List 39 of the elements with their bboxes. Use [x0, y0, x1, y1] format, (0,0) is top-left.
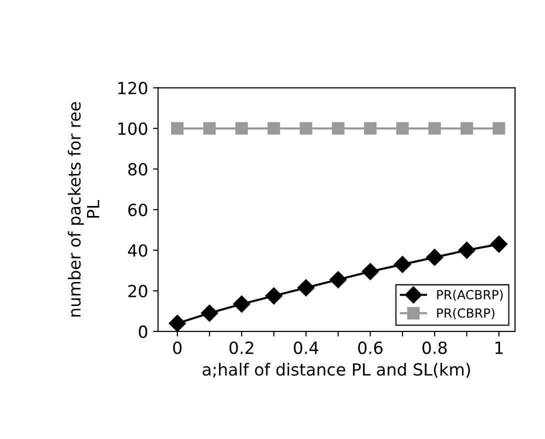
x-tick-label: 0.4 [294, 341, 318, 354]
point [460, 122, 474, 135]
point [490, 236, 508, 253]
point [426, 248, 444, 266]
y-tick-label: 120 [118, 82, 148, 94]
x-tick-label: 0.8 [422, 341, 447, 354]
point [492, 122, 506, 135]
point [265, 287, 282, 304]
y-tick-label: 100 [118, 122, 148, 135]
x-axis-title: a;half of distance PL and SL(km) [202, 362, 470, 378]
x-tick-label: 0 [173, 341, 182, 354]
point [268, 122, 280, 135]
y-tick-label: 80 [128, 162, 148, 176]
legend-label: PR(CBRP) [437, 308, 494, 320]
point [394, 256, 412, 273]
point [364, 122, 377, 135]
legend-label: PR(ACBRP) [437, 290, 503, 301]
point [332, 122, 344, 135]
point [428, 122, 441, 135]
point [200, 304, 218, 322]
point [330, 271, 347, 288]
y-axis-title: number of packets for ree PL [68, 102, 100, 316]
point [458, 242, 476, 259]
x-tick-label: 1 [495, 342, 503, 354]
x-tick-label: 0.6 [358, 341, 383, 354]
y-tick-label: 20 [128, 284, 148, 298]
x-tick-label: 0.2 [230, 341, 254, 354]
point [300, 122, 312, 135]
y-tick-label: 0 [138, 325, 148, 338]
point [235, 122, 248, 135]
point [362, 262, 379, 280]
point [171, 122, 184, 135]
point [233, 295, 250, 313]
point [396, 122, 409, 135]
y-tick-label: 40 [128, 244, 148, 257]
point [203, 122, 216, 135]
y-tick-label: 60 [128, 204, 148, 216]
point [297, 279, 315, 296]
point [168, 314, 186, 332]
